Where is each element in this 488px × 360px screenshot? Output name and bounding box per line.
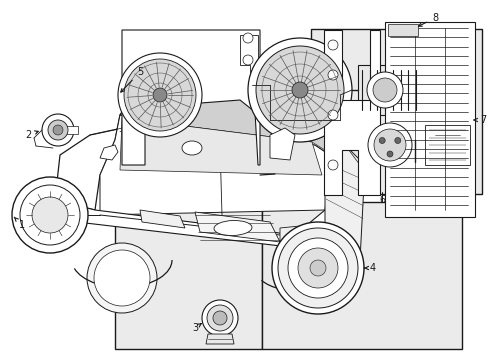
Circle shape: [213, 311, 226, 325]
Bar: [384, 22, 474, 217]
Bar: [261, 202, 461, 349]
Text: 3: 3: [192, 323, 201, 333]
Circle shape: [87, 243, 157, 313]
Bar: [115, 202, 261, 349]
Circle shape: [243, 55, 252, 65]
Circle shape: [327, 40, 337, 50]
Polygon shape: [240, 35, 258, 100]
Circle shape: [394, 138, 400, 144]
Circle shape: [271, 222, 363, 314]
Circle shape: [42, 114, 74, 146]
Ellipse shape: [214, 220, 251, 235]
Circle shape: [367, 123, 411, 167]
Circle shape: [366, 72, 402, 108]
Circle shape: [327, 70, 337, 80]
Circle shape: [372, 78, 396, 102]
Circle shape: [247, 38, 351, 142]
Bar: [387, 24, 417, 36]
Circle shape: [206, 305, 232, 331]
Polygon shape: [100, 145, 118, 160]
Ellipse shape: [182, 141, 202, 155]
Circle shape: [309, 260, 325, 276]
Polygon shape: [140, 210, 184, 228]
Circle shape: [386, 151, 392, 157]
Polygon shape: [205, 334, 234, 344]
Polygon shape: [324, 30, 379, 195]
Text: 5: 5: [121, 67, 143, 92]
Circle shape: [32, 197, 68, 233]
Polygon shape: [280, 225, 311, 243]
Circle shape: [378, 138, 385, 144]
Polygon shape: [55, 200, 329, 248]
Polygon shape: [195, 212, 280, 242]
Circle shape: [287, 238, 347, 298]
Bar: [424, 125, 469, 165]
Text: 4: 4: [364, 263, 375, 273]
Circle shape: [243, 33, 252, 43]
Circle shape: [256, 46, 343, 134]
Polygon shape: [325, 145, 364, 260]
Circle shape: [94, 250, 150, 306]
Bar: [310, 29, 481, 194]
Circle shape: [278, 228, 357, 308]
Polygon shape: [399, 28, 439, 70]
Circle shape: [12, 177, 88, 253]
Polygon shape: [122, 92, 334, 150]
Polygon shape: [120, 118, 321, 175]
Text: 2: 2: [25, 130, 38, 140]
Circle shape: [153, 88, 167, 102]
Text: 8: 8: [418, 13, 437, 26]
Circle shape: [124, 59, 196, 131]
Circle shape: [327, 160, 337, 170]
Bar: [309, 60, 324, 90]
Polygon shape: [100, 115, 329, 215]
Circle shape: [20, 185, 80, 245]
Polygon shape: [122, 30, 260, 165]
Text: 1: 1: [14, 217, 25, 230]
Circle shape: [48, 120, 68, 140]
Circle shape: [291, 82, 307, 98]
Circle shape: [202, 300, 238, 336]
Circle shape: [297, 248, 337, 288]
Polygon shape: [357, 65, 419, 115]
Polygon shape: [55, 88, 339, 210]
Polygon shape: [269, 128, 294, 160]
Polygon shape: [120, 88, 339, 155]
Text: 7: 7: [473, 115, 485, 125]
Text: 6: 6: [378, 195, 384, 205]
Circle shape: [118, 53, 202, 137]
Bar: [66, 126, 78, 134]
Circle shape: [327, 110, 337, 120]
Circle shape: [53, 125, 63, 135]
Circle shape: [373, 129, 405, 161]
